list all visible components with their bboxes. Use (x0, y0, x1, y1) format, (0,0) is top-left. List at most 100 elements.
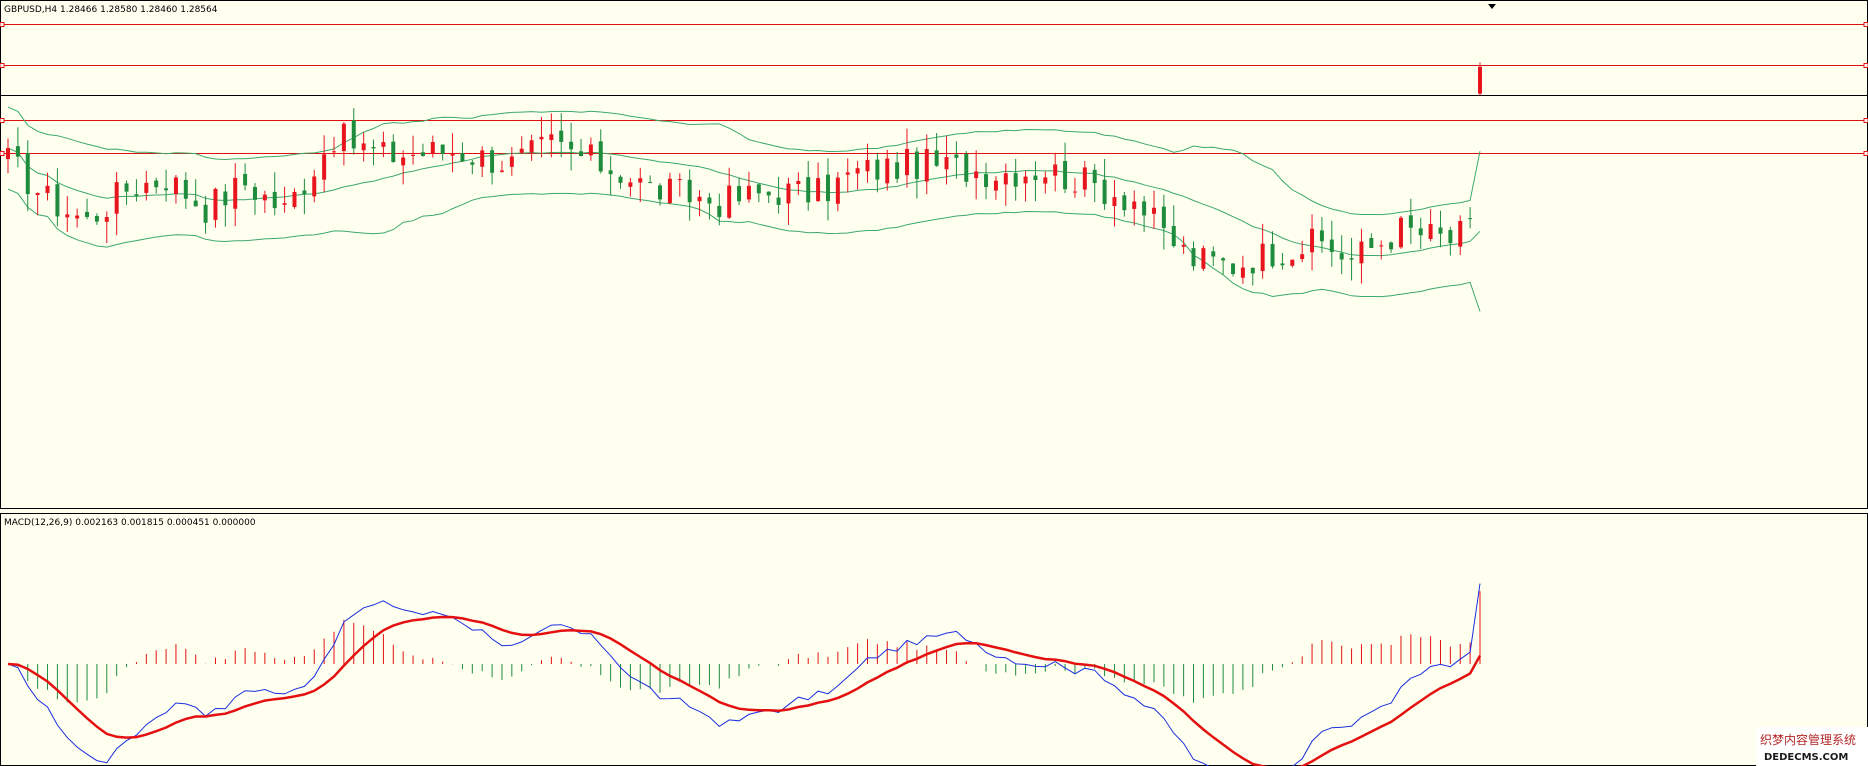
candle (1478, 62, 1482, 96)
candle-body (302, 190, 307, 195)
candle-body (25, 153, 30, 195)
candle (717, 193, 722, 226)
macd-lines (7, 583, 1482, 766)
candle-body (766, 191, 771, 196)
candle (875, 153, 880, 193)
candle (1428, 209, 1433, 242)
level-handle-left (0, 22, 5, 27)
candle-body (499, 170, 504, 172)
candle (55, 168, 60, 227)
candle-body (173, 177, 178, 195)
watermark: 织梦内容管理系统 DEDECMS.COM (1756, 727, 1868, 766)
candle (1260, 223, 1265, 279)
candle (233, 163, 238, 227)
candle-body (944, 157, 949, 170)
candle (924, 134, 929, 195)
candle (1102, 158, 1107, 210)
candle (1250, 267, 1255, 286)
candle (658, 183, 663, 206)
candle-body (6, 148, 10, 160)
candle-body (559, 130, 564, 142)
candle-body (924, 149, 929, 182)
candle-body (608, 170, 613, 175)
candle-body (1221, 258, 1226, 261)
macd-signal-line (7, 615, 1482, 766)
candle-body (1132, 201, 1137, 209)
candle (628, 177, 633, 197)
candle (825, 158, 830, 221)
candle (1290, 259, 1295, 268)
macd-main-line (7, 583, 1481, 766)
horizontal-levels[interactable] (0, 22, 1868, 156)
candle-body (549, 134, 554, 141)
candle (954, 141, 959, 179)
candle (816, 162, 821, 202)
candle-body (45, 185, 50, 193)
candle (104, 211, 109, 244)
candle (1043, 171, 1048, 194)
candle-body (312, 176, 317, 197)
watermark-background (1756, 727, 1868, 766)
candle (1013, 158, 1018, 201)
candle (1023, 170, 1028, 202)
candle-body (697, 196, 702, 202)
shift-marker-icon[interactable] (1488, 4, 1496, 9)
candle (756, 183, 761, 203)
candle-body (252, 187, 257, 200)
candle (450, 133, 455, 173)
candle (193, 179, 198, 207)
candle (865, 143, 870, 183)
level-handle-right (1863, 151, 1868, 156)
candle-body (430, 142, 435, 154)
level-handle-left (0, 118, 5, 123)
candle-body (1240, 267, 1245, 278)
candle-body (134, 194, 139, 196)
candle-body (154, 180, 159, 188)
candle (144, 170, 149, 201)
candle (569, 122, 574, 171)
candle-body (638, 178, 643, 183)
candle (401, 150, 406, 185)
candle-body (1161, 206, 1166, 228)
candle-body (1033, 175, 1038, 181)
candle-body (816, 178, 821, 202)
candle (1082, 161, 1087, 197)
candle-body (825, 174, 830, 202)
candle-body (598, 141, 603, 172)
candle-body (1023, 176, 1028, 184)
candle (411, 135, 416, 165)
candle (539, 116, 544, 158)
candle (282, 186, 287, 213)
candle-body (1468, 218, 1473, 220)
candle (15, 127, 20, 168)
candle (905, 128, 910, 188)
candle-body (1260, 243, 1265, 272)
candle-body (1398, 217, 1403, 248)
candle-body (1043, 177, 1048, 184)
candle (737, 177, 742, 206)
candle (1438, 210, 1443, 248)
candle (35, 192, 40, 216)
candle-body (1250, 267, 1255, 274)
candle-body (1310, 228, 1315, 253)
candle (993, 176, 998, 200)
candle-body (144, 182, 149, 193)
candle-body (1408, 215, 1413, 228)
candle (1349, 237, 1354, 281)
candle-body (667, 178, 672, 204)
candle-body (183, 179, 188, 199)
candle (292, 188, 297, 209)
candle (697, 190, 702, 217)
candle (243, 163, 248, 191)
candle-body (401, 157, 406, 166)
candle-body (1201, 248, 1206, 269)
candle (1003, 163, 1008, 206)
candle-body (391, 141, 396, 163)
candle-body (509, 156, 514, 167)
candle-body (539, 136, 544, 140)
candle-body (914, 151, 919, 179)
candle (1221, 257, 1226, 275)
candle (173, 175, 178, 204)
candle-body (292, 191, 297, 208)
